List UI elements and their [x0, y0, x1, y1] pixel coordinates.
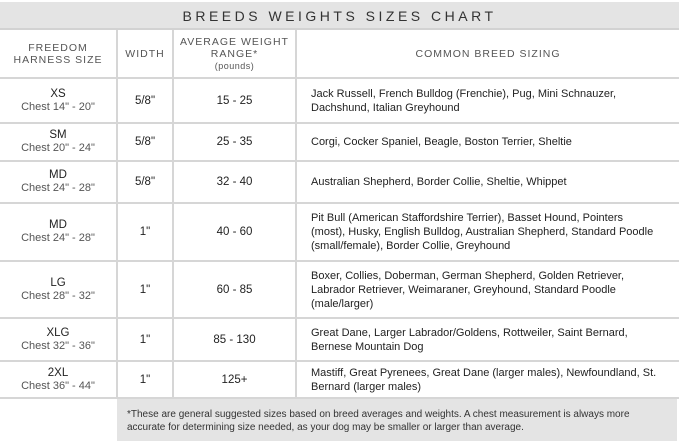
- weight-cell: 85 - 130: [173, 318, 297, 362]
- chest-range: Chest 24" - 28": [21, 182, 95, 194]
- header-width: WIDTH: [117, 30, 174, 79]
- chest-range: Chest 20" - 24": [21, 142, 95, 154]
- chest-range: Chest 24" - 28": [21, 232, 95, 244]
- header-size: FREEDOM HARNESS SIZE: [0, 30, 118, 79]
- header-weight-unit: (pounds): [214, 60, 255, 71]
- size-cell: 2XL Chest 36" - 44": [0, 361, 118, 399]
- table-row: SM Chest 20" - 24" 5/8" 25 - 35 Corgi, Co…: [0, 123, 679, 162]
- size-label: MD: [49, 169, 67, 181]
- size-cell: XLG Chest 32" - 36": [0, 318, 118, 362]
- chest-range: Chest 36" - 44": [21, 379, 95, 392]
- header-row: FREEDOM HARNESS SIZE WIDTH AVERAGE WEIGH…: [0, 30, 679, 79]
- table-row: 2XL Chest 36" - 44" 1" 125+ Mastiff, Grea…: [0, 361, 679, 399]
- header-breeds: COMMON BREED SIZING: [296, 30, 679, 79]
- width-cell: 1": [117, 361, 174, 399]
- size-cell: MD Chest 24" - 28": [0, 203, 118, 262]
- table-row: MD Chest 24" - 28" 5/8" 32 - 40 Australia…: [0, 161, 679, 204]
- chest-range: Chest 14" - 20": [21, 100, 95, 113]
- header-weight-label: AVERAGE WEIGHT RANGE*: [180, 35, 289, 60]
- size-cell: LG Chest 28" - 32": [0, 261, 118, 319]
- weight-cell: 32 - 40: [173, 161, 297, 204]
- size-chart-table: FREEDOM HARNESS SIZE WIDTH AVERAGE WEIGH…: [0, 30, 679, 399]
- breeds-cell: Pit Bull (American Staffordshire Terrier…: [296, 203, 679, 262]
- breeds-cell: Great Dane, Larger Labrador/Goldens, Rot…: [296, 318, 679, 362]
- size-label: MD: [49, 219, 67, 231]
- breeds-cell: Corgi, Cocker Spaniel, Beagle, Boston Te…: [296, 123, 679, 162]
- footnote: *These are general suggested sizes based…: [117, 399, 677, 441]
- table-row: XLG Chest 32" - 36" 1" 85 - 130 Great Dan…: [0, 318, 679, 362]
- breeds-cell: Jack Russell, French Bulldog (Frenchie),…: [296, 78, 679, 124]
- weight-cell: 15 - 25: [173, 78, 297, 124]
- size-label: XS: [50, 87, 66, 100]
- size-label: LG: [50, 276, 66, 289]
- width-cell: 1": [117, 261, 174, 319]
- weight-cell: 125+: [173, 361, 297, 399]
- width-cell: 5/8": [117, 161, 174, 204]
- weight-cell: 60 - 85: [173, 261, 297, 319]
- chest-range: Chest 28" - 32": [21, 289, 95, 302]
- weight-cell: 25 - 35: [173, 123, 297, 162]
- chest-range: Chest 32" - 36": [21, 339, 95, 352]
- width-cell: 5/8": [117, 123, 174, 162]
- width-cell: 1": [117, 318, 174, 362]
- header-weight: AVERAGE WEIGHT RANGE* (pounds): [173, 30, 297, 79]
- table-row: XS Chest 14" - 20" 5/8" 15 - 25 Jack Russ…: [0, 78, 679, 124]
- size-label: XLG: [46, 326, 70, 339]
- weight-cell: 40 - 60: [173, 203, 297, 262]
- size-cell: SM Chest 20" - 24": [0, 123, 118, 162]
- breeds-cell: Mastiff, Great Pyrenees, Great Dane (lar…: [296, 361, 679, 399]
- table-row: MD Chest 24" - 28" 1" 40 - 60 Pit Bull (A…: [0, 203, 679, 262]
- size-label: 2XL: [47, 366, 69, 379]
- chart-title: BREEDS WEIGHTS SIZES CHART: [0, 2, 679, 30]
- size-cell: MD Chest 24" - 28": [0, 161, 118, 204]
- breeds-cell: Australian Shepherd, Border Collie, Shel…: [296, 161, 679, 204]
- size-cell: XS Chest 14" - 20": [0, 78, 118, 124]
- breeds-cell: Boxer, Collies, Doberman, German Shepher…: [296, 261, 679, 319]
- width-cell: 1": [117, 203, 174, 262]
- table-row: LG Chest 28" - 32" 1" 60 - 85 Boxer, Coll…: [0, 261, 679, 319]
- width-cell: 5/8": [117, 78, 174, 124]
- size-label: SM: [49, 129, 67, 141]
